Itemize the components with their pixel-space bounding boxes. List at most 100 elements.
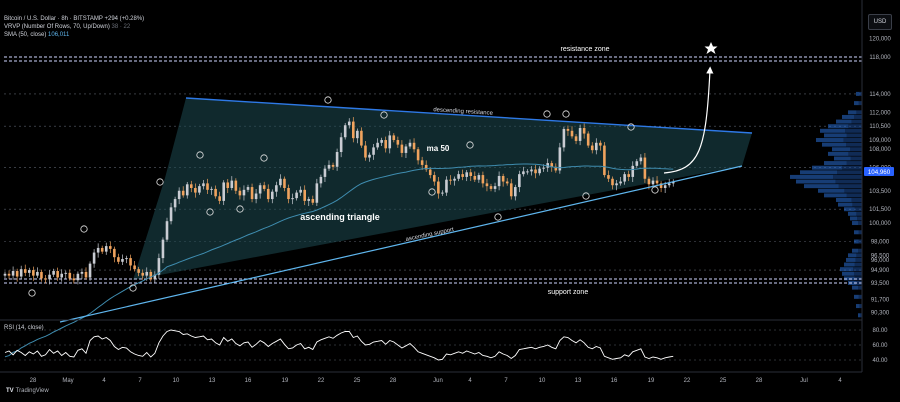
candle-body	[323, 168, 327, 177]
price-tick: 98,000	[871, 239, 890, 245]
projection-arrow	[663, 66, 714, 174]
volume-profile-bar	[800, 170, 838, 175]
volume-profile	[790, 91, 862, 318]
time-axis[interactable]: 28 May 4 7 10 13 16 19 22 25 28 Jun 4 7 10 13 16 19 22 25 28…	[30, 378, 843, 384]
sma-legend[interactable]: SMA (50, close) 106,011	[4, 31, 69, 39]
candle-body	[141, 272, 144, 276]
candle-body	[356, 130, 359, 139]
candle-body	[145, 271, 149, 276]
candle-body	[113, 248, 116, 258]
marker-up	[562, 110, 570, 118]
time-tick: 28	[390, 378, 397, 384]
candle-body	[554, 166, 558, 171]
price-tick: 108,000	[869, 147, 891, 153]
candle-body	[96, 247, 100, 253]
candle-body	[234, 180, 238, 191]
ma-50-label: ma 50	[427, 144, 450, 153]
candle-body	[671, 181, 675, 184]
candle-body	[420, 160, 424, 165]
candle-body	[327, 164, 331, 169]
currency-button[interactable]: USD	[868, 14, 892, 30]
candle-body	[364, 145, 367, 158]
sma-label: SMA (50, close)	[4, 32, 47, 38]
candle-body	[574, 136, 578, 141]
candle-body	[185, 184, 189, 196]
time-tick: 4	[838, 378, 842, 384]
price-tick: 100,000	[869, 221, 891, 227]
candle-body	[36, 271, 39, 276]
candle-body	[117, 257, 120, 262]
time-tick: 25	[720, 378, 727, 384]
time-tick: 16	[611, 378, 618, 384]
marker-down	[494, 213, 502, 221]
candle-body	[287, 187, 290, 200]
marker-down	[651, 186, 659, 194]
candle-body	[441, 192, 444, 194]
time-tick: 13	[209, 378, 216, 384]
candle-body	[538, 168, 541, 174]
candle-body	[226, 182, 230, 188]
candle-body	[214, 188, 217, 197]
volume-profile-bar	[848, 124, 862, 129]
candle-body	[659, 183, 663, 188]
candle-body	[388, 135, 392, 149]
candle-body	[15, 271, 19, 277]
volume-profile-bar	[836, 197, 852, 202]
marker-down	[428, 188, 436, 196]
volume-profile-bar	[856, 110, 862, 115]
descending-resistance-label: descending resistance	[433, 107, 494, 117]
candle-body	[177, 190, 181, 200]
candle-body	[60, 273, 63, 278]
candle-body	[582, 128, 586, 134]
candle-body	[424, 164, 428, 170]
candle-body	[311, 199, 315, 203]
volume-profile-bar	[857, 216, 862, 221]
price-axis[interactable]: 120,000 118,000 114,000 112,000 110,500 109,0…	[869, 37, 891, 317]
marker-down	[236, 205, 244, 213]
candle-body	[530, 169, 533, 172]
candle-body	[518, 174, 521, 188]
time-tick: 13	[575, 378, 582, 384]
price-tick: 96,500	[871, 253, 890, 259]
candle-body	[52, 271, 55, 275]
volume-profile-bar	[844, 207, 855, 212]
candle-body	[125, 258, 128, 260]
price-tick: 112,000	[869, 110, 891, 116]
candle-body	[279, 178, 282, 186]
rsi-line	[4, 329, 674, 361]
marker-up	[80, 225, 88, 233]
vrvp-legend[interactable]: VRVP (Number Of Rows, 70, Up/Down) 38 · …	[4, 23, 130, 31]
volume-profile-bar	[850, 216, 858, 221]
rsi-legend[interactable]: RSI (14, close)	[4, 325, 44, 331]
candle-body	[607, 175, 610, 179]
candles	[3, 117, 675, 285]
candle-body	[667, 183, 671, 186]
volume-profile-bar	[854, 239, 859, 244]
candle-body	[161, 239, 165, 259]
volume-profile-bar	[856, 304, 860, 309]
volume-profile-bar	[854, 101, 859, 106]
candle-body	[619, 181, 622, 184]
price-tick: 114,000	[869, 92, 891, 98]
time-tick: 7	[504, 378, 508, 384]
candle-body	[514, 187, 517, 197]
candle-body	[23, 269, 27, 273]
volume-profile-bar	[842, 114, 854, 119]
time-tick: 28	[756, 378, 763, 384]
candle-body	[522, 171, 525, 175]
candle-body	[32, 270, 35, 276]
candle-body	[437, 181, 440, 194]
candle-body	[169, 207, 173, 222]
volume-profile-bar	[816, 138, 844, 143]
candle-body	[408, 142, 412, 147]
candle-body	[133, 265, 136, 270]
marker-down	[28, 289, 36, 297]
candle-body	[190, 184, 193, 188]
candle-body	[603, 145, 606, 176]
candle-body	[599, 142, 602, 146]
candle-body	[28, 270, 31, 273]
candle-body	[319, 176, 323, 184]
symbol-legend[interactable]: Bitcoin / U.S. Dollar · 8h · BITSTAMP +2…	[4, 15, 144, 23]
volume-profile-bar	[854, 114, 862, 119]
